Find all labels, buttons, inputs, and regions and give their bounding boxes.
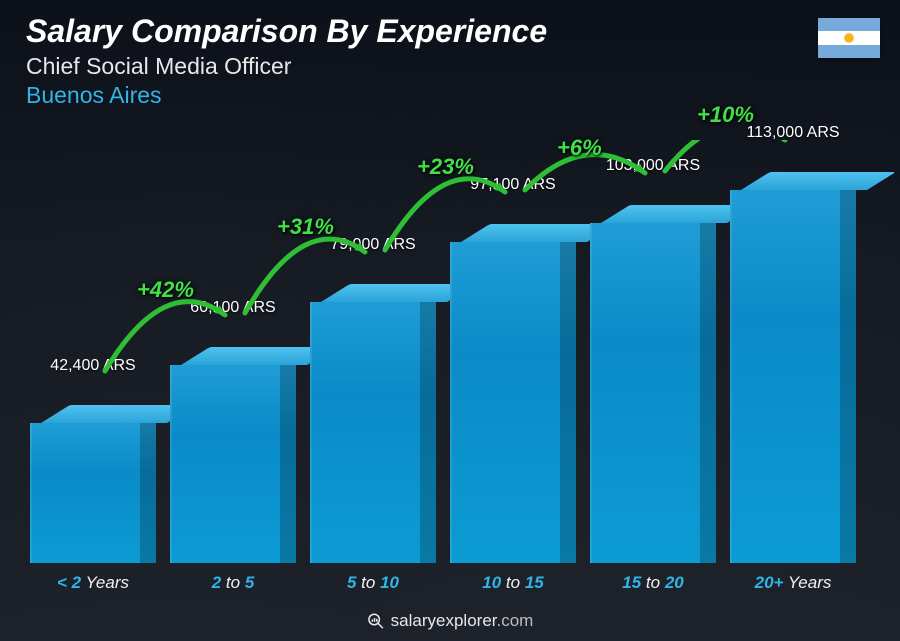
bar bbox=[450, 242, 576, 563]
bar-column: 60,100 ARS bbox=[170, 347, 296, 563]
footer-site-name: salaryexplorer.com bbox=[391, 611, 534, 631]
bar bbox=[170, 365, 296, 563]
increase-label: +31% bbox=[277, 214, 334, 240]
x-axis-category: 20+ Years bbox=[730, 573, 856, 593]
increase-label: +10% bbox=[697, 102, 754, 128]
flag-sun-icon bbox=[845, 33, 854, 42]
bar-column: 97,100 ARS bbox=[450, 224, 576, 563]
flag-stripe-middle bbox=[818, 31, 880, 44]
salary-bar-chart: 42,400 ARS60,100 ARS79,000 ARS97,100 ARS… bbox=[30, 140, 856, 593]
x-axis-category: 5 to 10 bbox=[310, 573, 436, 593]
header: Salary Comparison By Experience Chief So… bbox=[26, 14, 800, 109]
bar-value-label: 60,100 ARS bbox=[190, 299, 275, 317]
page-title: Salary Comparison By Experience bbox=[26, 14, 800, 49]
chart-container: Salary Comparison By Experience Chief So… bbox=[0, 0, 900, 641]
x-axis-category: < 2 Years bbox=[30, 573, 156, 593]
bar-value-label: 113,000 ARS bbox=[746, 124, 839, 142]
footer-tld: .com bbox=[496, 611, 533, 630]
increase-label: +42% bbox=[137, 277, 194, 303]
footer-site: salaryexplorer bbox=[391, 611, 497, 630]
bar-value-label: 42,400 ARS bbox=[50, 357, 135, 375]
bar-value-label: 103,000 ARS bbox=[606, 157, 700, 175]
bar-value-label: 97,100 ARS bbox=[470, 176, 555, 194]
location-label: Buenos Aires bbox=[26, 82, 800, 109]
flag-stripe-top bbox=[818, 18, 880, 31]
bar-top-face bbox=[741, 172, 896, 190]
job-title: Chief Social Media Officer bbox=[26, 53, 800, 80]
x-axis-category: 10 to 15 bbox=[450, 573, 576, 593]
bar-group: 42,400 ARS60,100 ARS79,000 ARS97,100 ARS… bbox=[30, 140, 856, 563]
x-axis-category: 2 to 5 bbox=[170, 573, 296, 593]
footer-attribution: salaryexplorer.com bbox=[367, 611, 534, 631]
bar-column: 42,400 ARS bbox=[30, 405, 156, 563]
increase-label: +23% bbox=[417, 154, 474, 180]
x-axis-category: 15 to 20 bbox=[590, 573, 716, 593]
bar bbox=[590, 223, 716, 563]
flag-stripe-bottom bbox=[818, 45, 880, 58]
magnifier-bar-icon bbox=[367, 612, 385, 630]
increase-label: +6% bbox=[557, 135, 602, 161]
bar-value-label: 79,000 ARS bbox=[330, 236, 415, 254]
bar bbox=[30, 423, 156, 563]
bar bbox=[310, 302, 436, 563]
country-flag-argentina bbox=[818, 18, 880, 58]
x-axis-labels: < 2 Years 2 to 5 5 to 10 10 to 15 15 to 20 20… bbox=[30, 573, 856, 593]
bar-column: 103,000 ARS bbox=[590, 205, 716, 563]
bar-column: 113,000 ARS bbox=[730, 172, 856, 563]
bar bbox=[730, 190, 856, 563]
bar-column: 79,000 ARS bbox=[310, 284, 436, 563]
